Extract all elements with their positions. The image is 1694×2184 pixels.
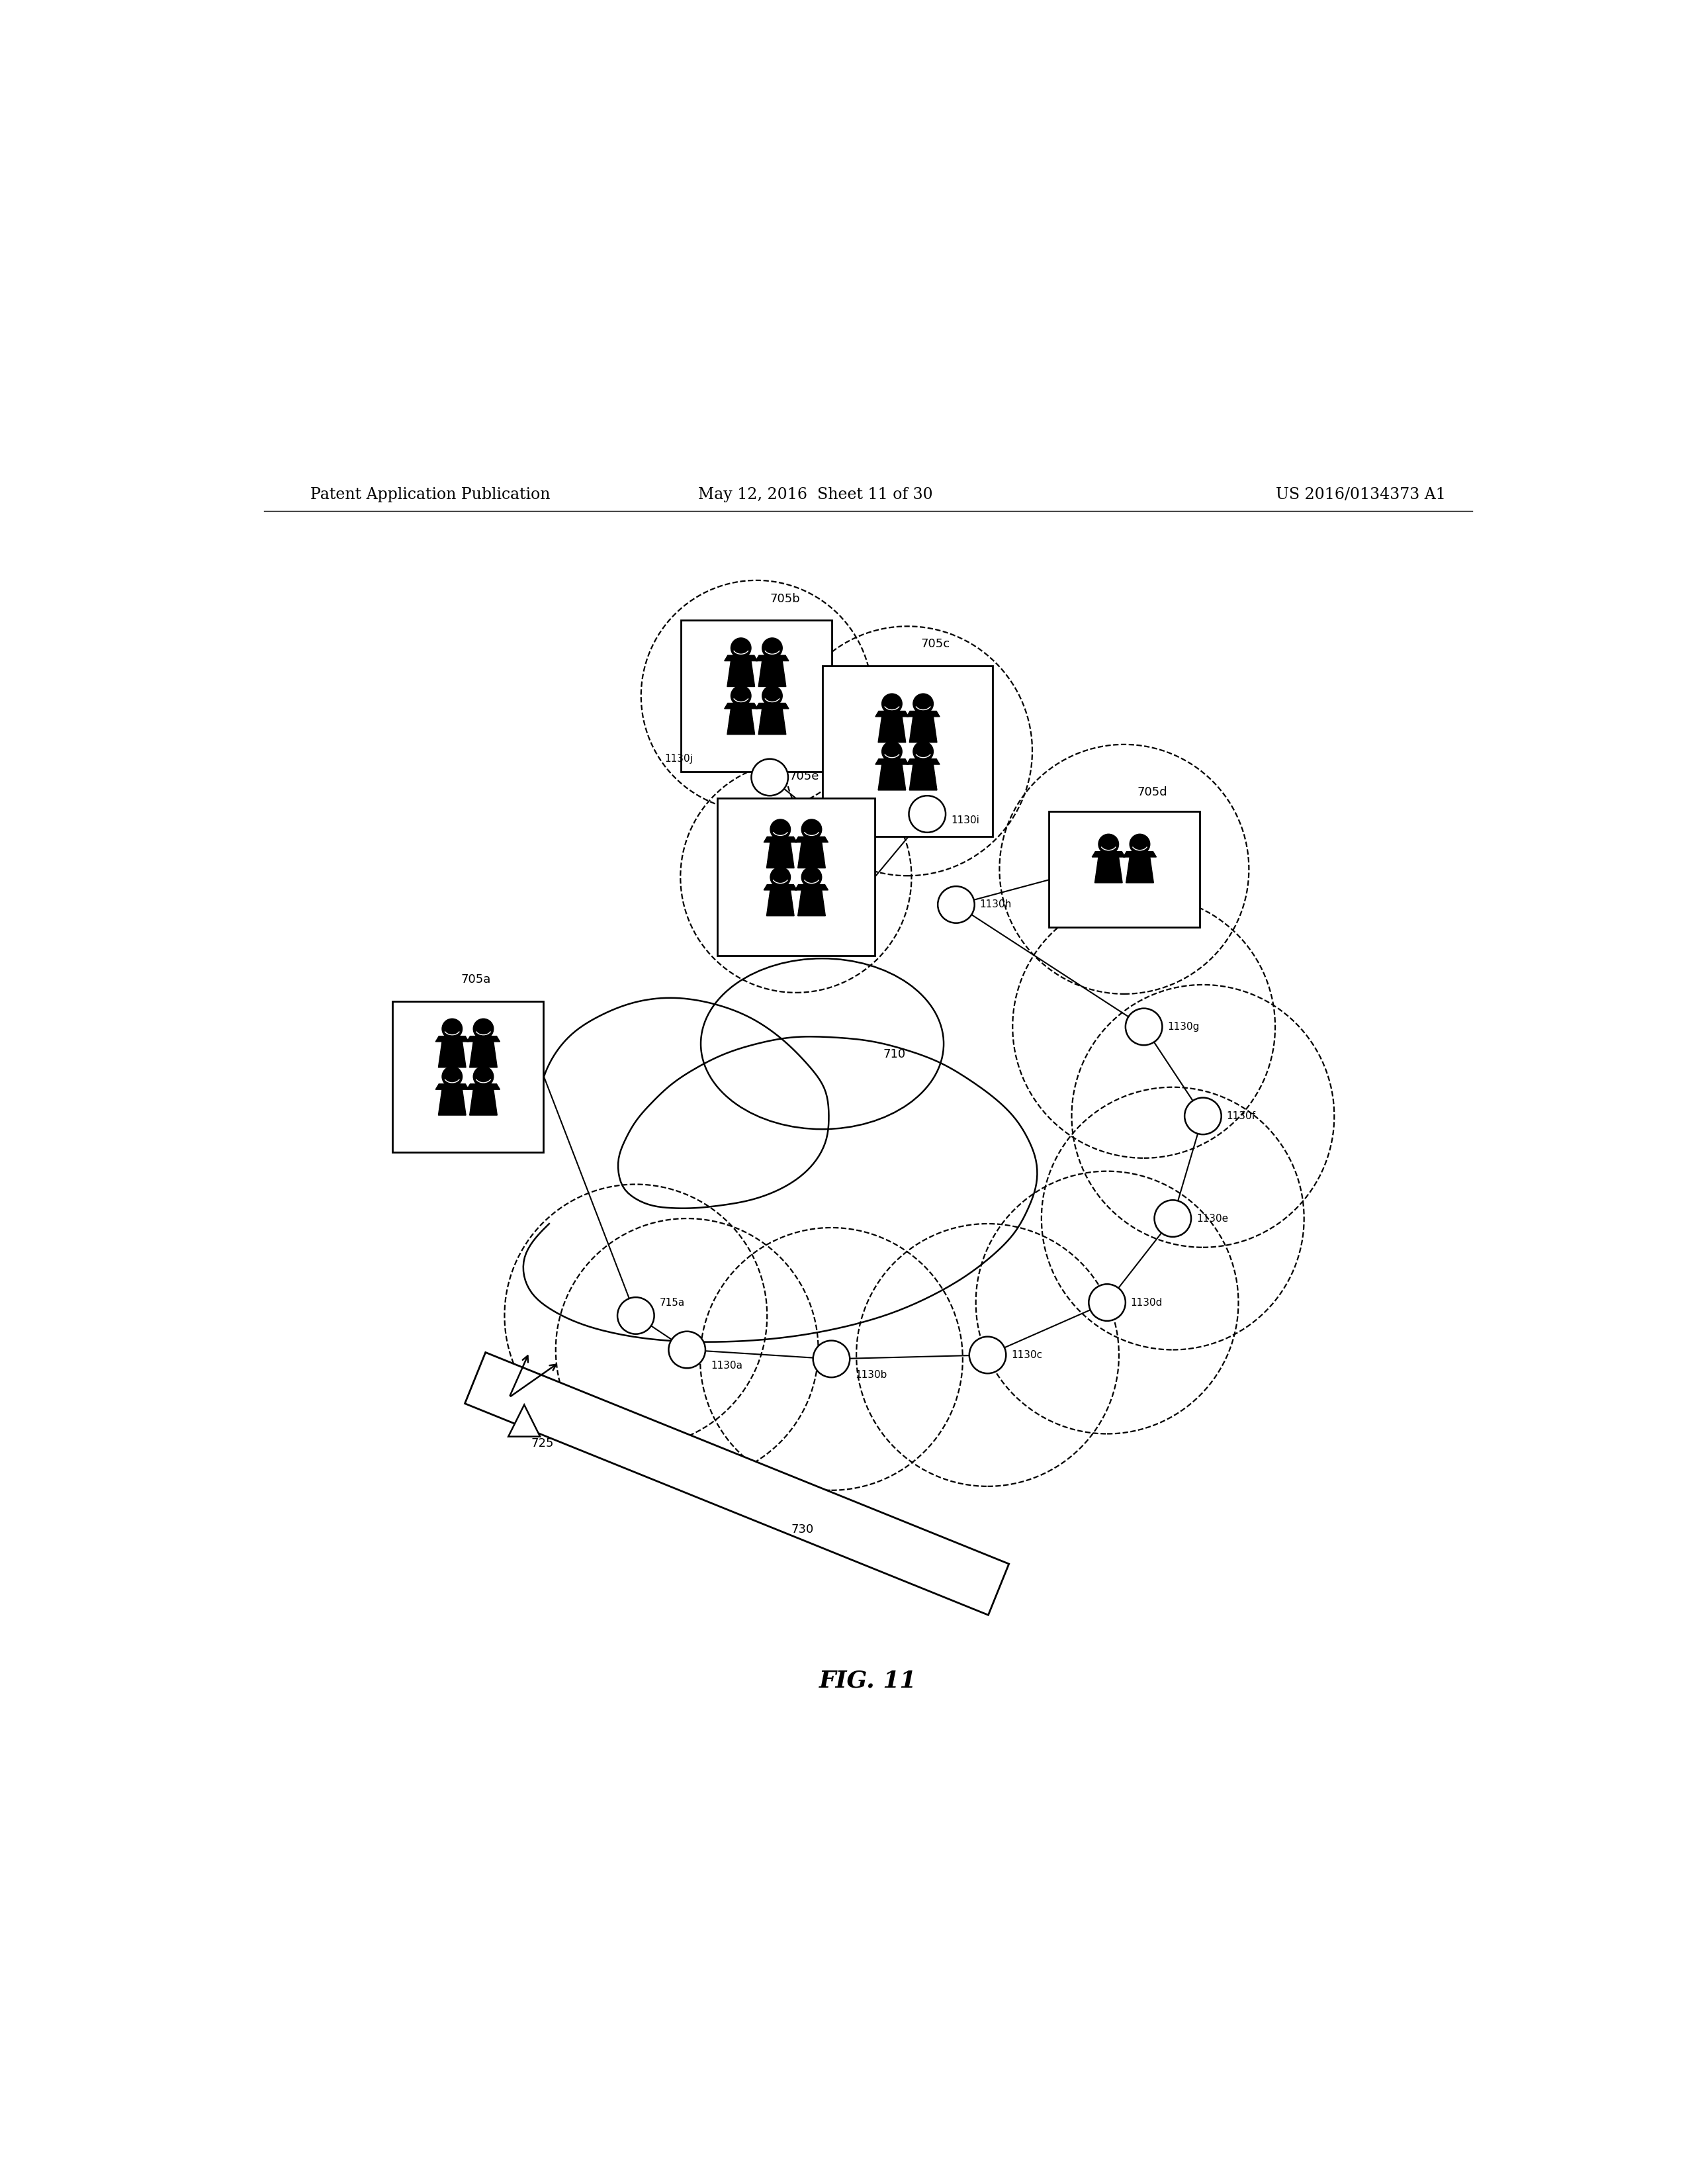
Text: 705e: 705e [789, 771, 820, 782]
Circle shape [913, 740, 933, 762]
Circle shape [1125, 1009, 1162, 1046]
Polygon shape [910, 764, 937, 791]
Polygon shape [439, 1042, 466, 1068]
Bar [1049, 812, 1199, 926]
Text: 705b: 705b [769, 592, 800, 605]
Polygon shape [469, 1042, 496, 1068]
Circle shape [771, 867, 791, 887]
Polygon shape [910, 716, 937, 743]
Polygon shape [759, 708, 786, 734]
Circle shape [730, 638, 750, 657]
Polygon shape [508, 1404, 540, 1437]
Circle shape [762, 686, 783, 705]
Circle shape [730, 686, 750, 705]
Polygon shape [439, 1090, 466, 1116]
Polygon shape [468, 1035, 500, 1042]
Circle shape [1130, 834, 1150, 854]
Text: 705c: 705c [922, 638, 950, 651]
Polygon shape [876, 758, 908, 764]
Polygon shape [767, 843, 794, 867]
Polygon shape [435, 1083, 469, 1090]
Text: 710: 710 [883, 1048, 906, 1059]
Circle shape [752, 758, 788, 795]
Text: 1130a: 1130a [711, 1361, 742, 1372]
Polygon shape [798, 891, 825, 915]
Text: US 2016/0134373 A1: US 2016/0134373 A1 [1276, 487, 1445, 502]
Polygon shape [906, 712, 940, 716]
Text: May 12, 2016  Sheet 11 of 30: May 12, 2016 Sheet 11 of 30 [698, 487, 933, 502]
Circle shape [883, 740, 901, 762]
Text: 1130e: 1130e [1196, 1214, 1228, 1223]
Circle shape [801, 867, 822, 887]
Text: 725: 725 [532, 1437, 554, 1450]
Text: 1130i: 1130i [950, 815, 979, 826]
Polygon shape [464, 1352, 1010, 1614]
Text: 1130d: 1130d [1132, 1297, 1162, 1308]
Text: Patent Application Publication: Patent Application Publication [310, 487, 551, 502]
Circle shape [910, 795, 945, 832]
Circle shape [762, 638, 783, 657]
Circle shape [801, 819, 822, 839]
Circle shape [771, 819, 791, 839]
Circle shape [473, 1018, 493, 1040]
Circle shape [617, 1297, 654, 1334]
Circle shape [813, 1341, 850, 1378]
Text: 1130g: 1130g [1167, 1022, 1199, 1031]
Polygon shape [727, 708, 756, 734]
Circle shape [442, 1066, 462, 1088]
Polygon shape [877, 716, 906, 743]
Text: 1130c: 1130c [1011, 1350, 1042, 1361]
Bar [717, 799, 874, 957]
Bar [822, 666, 993, 836]
Circle shape [1098, 834, 1118, 854]
Text: 1130h: 1130h [979, 900, 1011, 909]
Polygon shape [794, 836, 828, 843]
Text: 705a: 705a [461, 974, 491, 985]
Text: 730: 730 [791, 1524, 813, 1535]
Circle shape [442, 1018, 462, 1040]
Polygon shape [798, 843, 825, 867]
Circle shape [913, 695, 933, 714]
Circle shape [883, 695, 901, 714]
Circle shape [969, 1337, 1006, 1374]
Polygon shape [756, 703, 789, 708]
Text: 705d: 705d [1137, 786, 1167, 799]
Polygon shape [756, 655, 789, 662]
Circle shape [1154, 1199, 1191, 1236]
Polygon shape [906, 758, 940, 764]
Polygon shape [876, 712, 908, 716]
Polygon shape [767, 891, 794, 915]
Text: FIG. 11: FIG. 11 [820, 1669, 916, 1693]
Circle shape [669, 1332, 705, 1367]
Polygon shape [725, 655, 757, 662]
Bar [393, 1000, 544, 1153]
Polygon shape [877, 764, 906, 791]
Polygon shape [727, 662, 756, 686]
Circle shape [1184, 1099, 1221, 1133]
Text: 1130b: 1130b [855, 1369, 888, 1380]
Polygon shape [1123, 852, 1157, 856]
Circle shape [938, 887, 974, 924]
Circle shape [1089, 1284, 1125, 1321]
Text: 715a: 715a [659, 1297, 684, 1308]
Polygon shape [759, 662, 786, 686]
Polygon shape [764, 836, 796, 843]
Text: 1130j: 1130j [664, 753, 693, 764]
Polygon shape [794, 885, 828, 891]
Bar [681, 620, 832, 771]
Circle shape [473, 1066, 493, 1088]
Polygon shape [468, 1083, 500, 1090]
Polygon shape [435, 1035, 469, 1042]
Polygon shape [725, 703, 757, 708]
Polygon shape [469, 1090, 496, 1116]
Polygon shape [764, 885, 796, 891]
Text: 1130f: 1130f [1226, 1112, 1255, 1120]
Polygon shape [1094, 856, 1123, 882]
Polygon shape [1093, 852, 1125, 856]
Polygon shape [1127, 856, 1154, 882]
